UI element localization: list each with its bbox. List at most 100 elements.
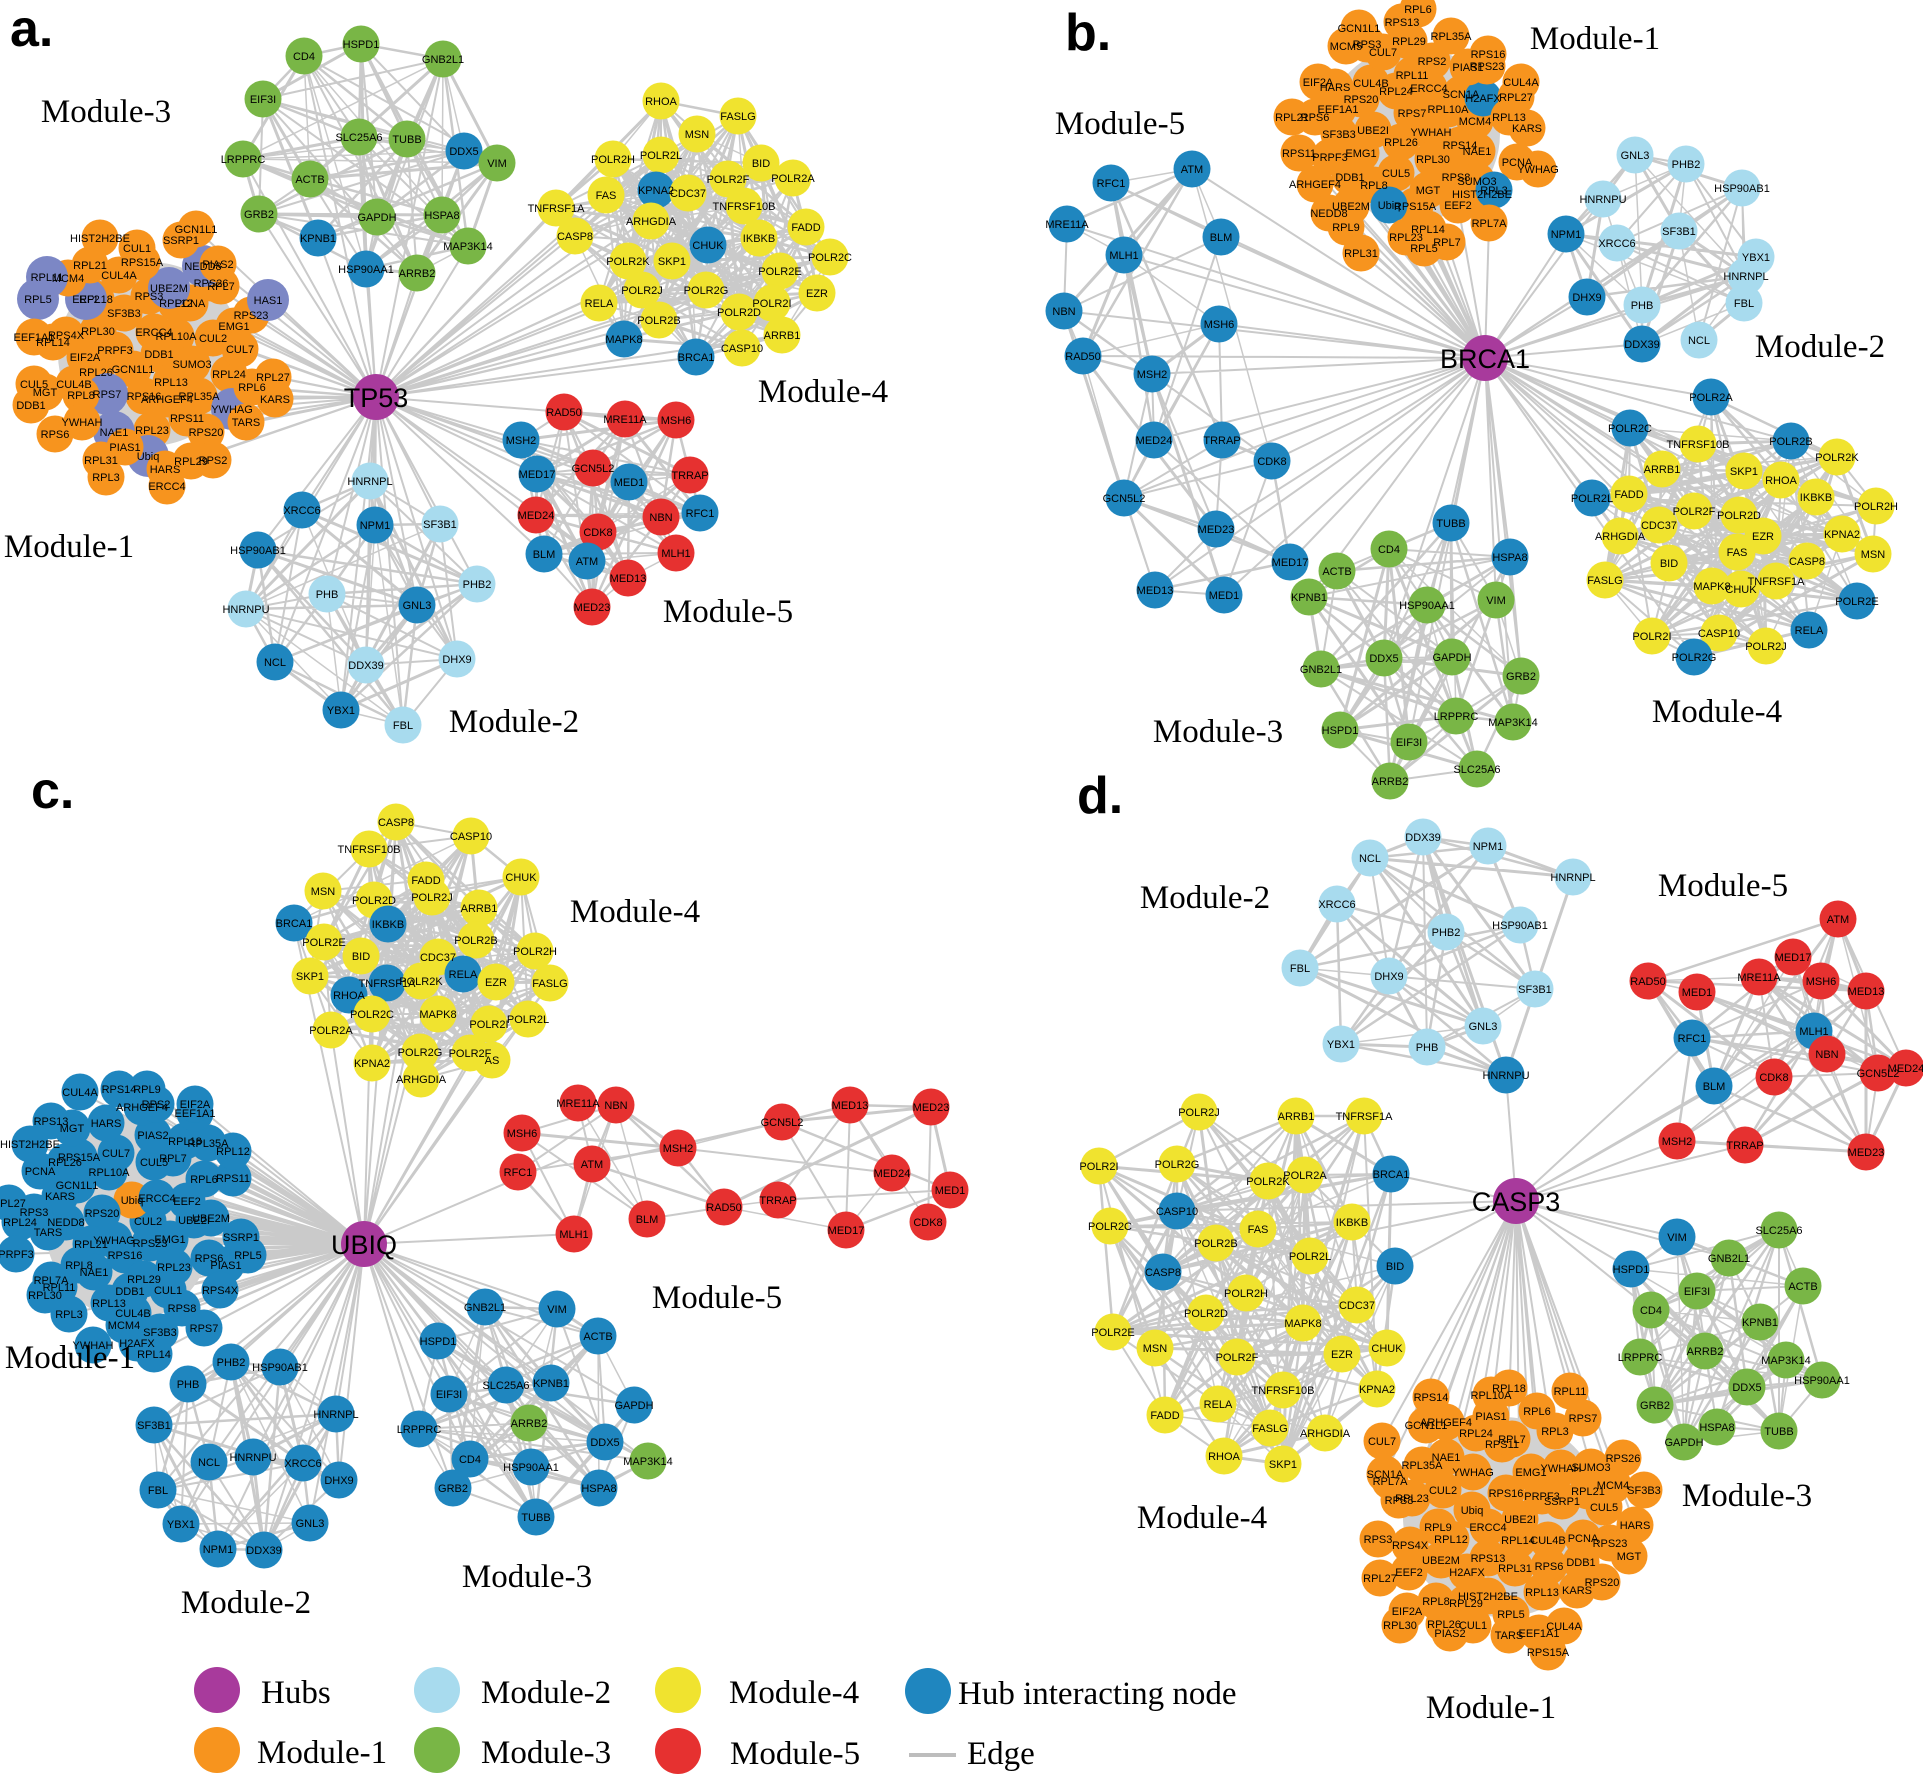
svg-text:RPL14: RPL14: [137, 1349, 171, 1361]
svg-text:PCNA: PCNA: [1568, 1533, 1599, 1545]
svg-text:CASP3: CASP3: [1472, 1187, 1561, 1217]
svg-text:RPS7: RPS7: [1569, 1413, 1598, 1425]
svg-text:DDX5: DDX5: [1732, 1382, 1761, 1394]
svg-text:RPS14: RPS14: [102, 1084, 137, 1096]
svg-text:MAPK8: MAPK8: [1693, 581, 1730, 593]
svg-text:VIM: VIM: [1667, 1232, 1687, 1244]
svg-text:POLR2A: POLR2A: [771, 173, 815, 185]
svg-text:RPL24: RPL24: [1379, 86, 1413, 98]
svg-text:RPS20: RPS20: [1585, 1577, 1620, 1589]
svg-text:SKP1: SKP1: [1730, 466, 1758, 478]
svg-text:SKP1: SKP1: [296, 971, 324, 983]
svg-text:Module-3: Module-3: [481, 1735, 611, 1771]
svg-text:EIF3I: EIF3I: [436, 1389, 462, 1401]
svg-text:UBE2I: UBE2I: [1504, 1514, 1536, 1526]
svg-text:RPL10A: RPL10A: [89, 1167, 131, 1179]
svg-text:TUBB: TUBB: [521, 1512, 550, 1524]
svg-text:DDX5: DDX5: [449, 146, 478, 158]
svg-text:RPL35A: RPL35A: [188, 1138, 230, 1150]
svg-text:YWHAH: YWHAH: [62, 417, 103, 429]
svg-text:EIF3I: EIF3I: [1396, 737, 1422, 749]
svg-text:GAPDH: GAPDH: [357, 212, 396, 224]
svg-text:MED17: MED17: [828, 1225, 865, 1237]
svg-text:CUL2: CUL2: [1429, 1485, 1457, 1497]
svg-text:RPL13: RPL13: [1525, 1587, 1559, 1599]
svg-text:RPL7A: RPL7A: [1373, 1476, 1409, 1488]
svg-text:ACTB: ACTB: [1322, 566, 1351, 578]
svg-text:SF3B3: SF3B3: [143, 1327, 177, 1339]
svg-text:TRRAP: TRRAP: [759, 1195, 796, 1207]
svg-text:RPL23: RPL23: [1395, 1493, 1429, 1505]
svg-text:EEF2: EEF2: [72, 294, 100, 306]
svg-text:ACTB: ACTB: [583, 1331, 612, 1343]
svg-text:CDK8: CDK8: [1759, 1072, 1788, 1084]
svg-text:RPS14: RPS14: [1414, 1392, 1449, 1404]
svg-text:Module-2: Module-2: [1755, 329, 1885, 365]
svg-text:KARS: KARS: [260, 394, 290, 406]
svg-text:POLR2I: POLR2I: [469, 1019, 508, 1031]
svg-text:MGT: MGT: [60, 1123, 85, 1135]
svg-text:RPS7: RPS7: [190, 1323, 219, 1335]
svg-text:MED24: MED24: [518, 510, 555, 522]
svg-text:POLR2I: POLR2I: [1079, 1161, 1118, 1173]
svg-text:NCL: NCL: [1359, 853, 1381, 865]
svg-text:RPL30: RPL30: [1416, 154, 1450, 166]
svg-text:HARS: HARS: [91, 1118, 122, 1130]
svg-text:ARRB2: ARRB2: [1687, 1346, 1724, 1358]
svg-text:RPL29: RPL29: [174, 456, 208, 468]
svg-text:PIAS2: PIAS2: [137, 1130, 168, 1142]
svg-text:TARS: TARS: [232, 417, 261, 429]
svg-text:POLR2L: POLR2L: [507, 1014, 549, 1026]
svg-text:HSPA8: HSPA8: [581, 1483, 616, 1495]
svg-text:RPL3: RPL3: [1480, 185, 1508, 197]
svg-text:HNRNPL: HNRNPL: [1550, 872, 1595, 884]
svg-text:POLR2K: POLR2K: [1246, 1176, 1290, 1188]
svg-text:CDK8: CDK8: [583, 527, 612, 539]
svg-text:CHUK: CHUK: [692, 240, 724, 252]
svg-text:SF3B1: SF3B1: [1662, 226, 1696, 238]
svg-text:TNFRSF1A: TNFRSF1A: [1748, 576, 1806, 588]
svg-text:MGT: MGT: [1617, 1551, 1642, 1563]
svg-text:NPM1: NPM1: [1551, 229, 1582, 241]
svg-text:PHB: PHB: [1631, 300, 1654, 312]
svg-text:EIF2A: EIF2A: [180, 1099, 211, 1111]
svg-text:HNRNPU: HNRNPU: [229, 1452, 276, 1464]
svg-text:RPL3: RPL3: [1541, 1426, 1569, 1438]
svg-text:ARRB1: ARRB1: [1278, 1111, 1315, 1123]
svg-text:CUL7: CUL7: [1369, 47, 1397, 59]
svg-text:HSP90AB1: HSP90AB1: [1492, 920, 1548, 932]
svg-text:RPL8: RPL8: [65, 1260, 93, 1272]
svg-text:RPL10A: RPL10A: [156, 331, 198, 343]
svg-text:CASP10: CASP10: [450, 831, 492, 843]
svg-text:YBX1: YBX1: [167, 1519, 195, 1531]
svg-text:MAP3K14: MAP3K14: [1761, 1355, 1811, 1367]
svg-text:GNL3: GNL3: [1469, 1021, 1498, 1033]
svg-text:KARS: KARS: [45, 1191, 75, 1203]
svg-text:RPS6: RPS6: [1535, 1561, 1564, 1573]
svg-text:KPNB1: KPNB1: [1291, 592, 1327, 604]
svg-text:TARS: TARS: [1495, 1630, 1524, 1642]
svg-text:CASP10: CASP10: [1156, 1206, 1198, 1218]
svg-text:MAP3K14: MAP3K14: [1488, 717, 1538, 729]
svg-text:EMG1: EMG1: [218, 321, 249, 333]
svg-text:CASP8: CASP8: [1145, 1267, 1181, 1279]
svg-text:c.: c.: [31, 762, 74, 820]
svg-text:Module-5: Module-5: [1658, 868, 1788, 904]
svg-text:POLR2K: POLR2K: [1815, 452, 1859, 464]
svg-text:ARHGEF4: ARHGEF4: [116, 1102, 168, 1114]
svg-text:POLR2C: POLR2C: [808, 252, 852, 264]
svg-text:POLR2H: POLR2H: [1854, 501, 1898, 513]
svg-text:HSPD1: HSPD1: [343, 39, 380, 51]
svg-text:HIST2H2BE: HIST2H2BE: [1458, 1591, 1518, 1603]
svg-text:PIAS1: PIAS1: [210, 1260, 241, 1272]
svg-text:UBE2M: UBE2M: [192, 1213, 230, 1225]
svg-text:RPL8: RPL8: [1360, 180, 1388, 192]
svg-text:RPL7: RPL7: [1498, 1434, 1526, 1446]
svg-text:RPL27: RPL27: [0, 1198, 26, 1210]
svg-text:MLH1: MLH1: [1109, 250, 1138, 262]
svg-text:AS: AS: [485, 1055, 500, 1067]
svg-text:MED23: MED23: [574, 602, 611, 614]
svg-text:CASP10: CASP10: [1698, 628, 1740, 640]
svg-text:KPNA2: KPNA2: [1359, 1384, 1395, 1396]
svg-text:EIF3I: EIF3I: [1684, 1286, 1710, 1298]
